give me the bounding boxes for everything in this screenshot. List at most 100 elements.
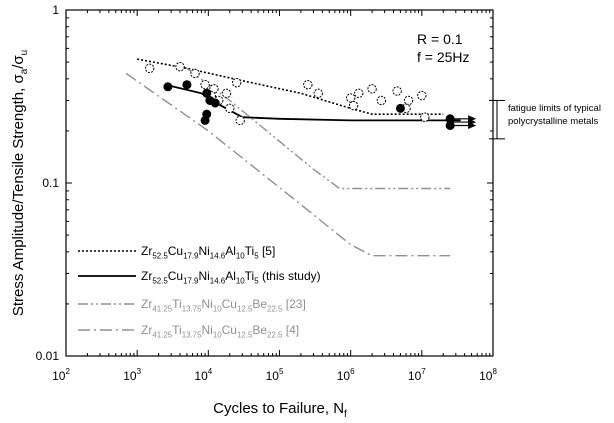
subscript: a — [19, 68, 30, 74]
text-part: /σ — [10, 55, 27, 69]
runout-arrow-head — [468, 115, 477, 123]
x-tick-label: 108 — [479, 367, 497, 383]
text-part: [23] — [282, 297, 305, 311]
data-point-filled — [163, 82, 173, 92]
data-point-open — [235, 115, 245, 126]
x-tick-label: 104 — [194, 367, 212, 383]
subscript: 17.9 — [183, 251, 199, 260]
annotation-line-2: polycrystalline metals — [508, 116, 599, 127]
subscript: 12.5 — [237, 304, 253, 313]
x-tick-label: 107 — [408, 367, 426, 383]
subscript: 10 — [213, 330, 222, 339]
data-point-open — [225, 103, 235, 114]
x-tick-base: 10 — [123, 369, 137, 383]
data-point-open — [354, 88, 364, 98]
legend-label-prior: Zr52.5Cu17.9Ni14.6Al10Ti5 [5] — [141, 244, 275, 260]
data-point-open — [403, 95, 414, 106]
x-tick-exponent: 6 — [350, 367, 355, 376]
text-part: Ti — [245, 269, 255, 283]
text-part: Ni — [201, 323, 212, 337]
x-tick-base: 10 — [194, 369, 208, 383]
series-curves — [125, 58, 461, 257]
text-part: Al — [225, 269, 236, 283]
x-tick-base: 10 — [337, 369, 351, 383]
text-part: Ti — [172, 323, 182, 337]
text-part: Zr — [141, 269, 152, 283]
legend-label-this-study: Zr52.5Cu17.9Ni14.6Al10Ti5 (this study) — [141, 269, 321, 285]
annotation-line-1: fatigue limits of typical — [508, 103, 601, 114]
subscript: 41.25 — [152, 304, 172, 313]
x-tick-exponent: 8 — [492, 367, 497, 376]
x-tick-base: 10 — [266, 369, 280, 383]
x-tick-base: 10 — [408, 369, 422, 383]
text-part: Stress Amplitude/Tensile Strength, σ — [10, 74, 27, 317]
data-point-open — [348, 100, 359, 111]
data-point-filled — [182, 80, 192, 90]
text-part: Be — [252, 297, 267, 311]
x-tick-label: 106 — [337, 367, 355, 383]
data-point-open — [417, 90, 427, 101]
subscript: 52.5 — [152, 251, 168, 260]
text-part: Zr — [141, 323, 152, 337]
data-point-open — [303, 80, 313, 90]
x-tick-labels: 102 103 104 105 106 107 108 — [52, 367, 497, 383]
data-point-open — [367, 84, 377, 94]
condition-r: R = 0.1 — [417, 31, 463, 47]
data-point-open — [345, 93, 356, 103]
subscript: 10 — [213, 304, 222, 313]
subscript: 14.6 — [210, 276, 226, 285]
subscript: 22.5 — [267, 304, 283, 313]
series-line-prior — [137, 58, 444, 115]
x-tick-label: 102 — [52, 367, 70, 383]
text-part: Cu — [168, 269, 183, 283]
data-point-open — [144, 63, 155, 74]
data-point-open — [221, 88, 232, 98]
legend-label-zr41-4: Zr41.25Ti13.75Ni10Cu12.5Be22.5 [4] — [141, 323, 299, 339]
data-point-open — [231, 77, 242, 88]
y-tick-label: 1 — [52, 3, 59, 17]
x-axis-label: Cycles to Failure, Nf — [213, 400, 347, 420]
series-line-zr41-23 — [186, 67, 451, 190]
data-point-open — [200, 80, 210, 90]
text-part: Ni — [198, 269, 209, 283]
subscript: 5 — [254, 276, 259, 285]
x-tick-exponent: 5 — [279, 367, 284, 376]
text-part: Be — [252, 323, 267, 337]
x-tick-base: 10 — [52, 369, 66, 383]
y-tick-label: 0.01 — [36, 349, 60, 363]
subscript: 22.5 — [267, 330, 283, 339]
data-point-filled — [395, 103, 405, 113]
text-part: Cu — [222, 323, 237, 337]
runout-arrows — [450, 115, 477, 129]
condition-f: f = 25Hz — [417, 49, 470, 65]
subscript: 13.75 — [182, 304, 202, 313]
data-point-open — [190, 68, 200, 79]
subscript: u — [19, 50, 30, 56]
data-point-filled — [202, 109, 212, 119]
legend: Zr52.5Cu17.9Ni14.6Al10Ti5 [5]Zr52.5Cu17.… — [78, 244, 321, 339]
text-part: [4] — [282, 323, 299, 337]
text-part: Ti — [245, 244, 255, 258]
subscript: 17.9 — [183, 276, 199, 285]
text-part: Ni — [198, 244, 209, 258]
series-line-zr41-4 — [125, 72, 451, 257]
data-point-open — [392, 86, 402, 96]
y-axis-label: Stress Amplitude/Tensile Strength, σa/σu — [10, 50, 30, 316]
x-tick-label: 103 — [123, 367, 141, 383]
y-tick-label: 0.1 — [42, 176, 59, 190]
text-part: Zr — [141, 297, 152, 311]
data-point-open — [175, 62, 185, 72]
subscript: 10 — [236, 276, 245, 285]
subscript: 13.75 — [182, 330, 202, 339]
text-part: Cu — [222, 297, 237, 311]
data-point-filled — [210, 98, 220, 108]
x-tick-exponent: 4 — [208, 367, 213, 376]
data-point-open — [420, 112, 430, 122]
x-tick-exponent: 2 — [65, 367, 70, 376]
subscript: 10 — [236, 251, 245, 260]
subscript: 5 — [254, 251, 259, 260]
text-part: Zr — [141, 244, 152, 258]
subscript: 14.6 — [210, 251, 226, 260]
subscript: 52.5 — [152, 276, 168, 285]
